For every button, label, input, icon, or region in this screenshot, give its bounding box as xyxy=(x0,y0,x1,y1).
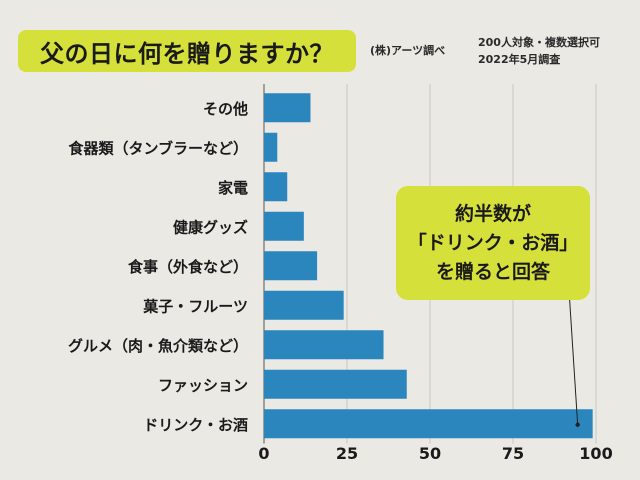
survey-note: 200人対象・複数選択可 2022年5月調査 xyxy=(478,34,600,68)
annotation-callout: 約半数が 「ドリンク・お酒」 を贈ると回答 xyxy=(396,186,590,300)
category-label: グルメ（肉・魚介類など） xyxy=(68,337,248,355)
bar xyxy=(264,132,278,162)
callout-pointer-end-dot xyxy=(575,422,580,427)
chart-title: 父の日に何を贈りますか？ xyxy=(18,30,356,72)
x-tick-label: 75 xyxy=(502,444,524,463)
category-label: ファッション xyxy=(158,376,248,394)
category-label: 菓子・フルーツ xyxy=(142,297,248,315)
bar xyxy=(264,330,384,360)
bar xyxy=(264,369,407,399)
category-label: ドリンク・お酒 xyxy=(143,416,248,434)
bar xyxy=(264,251,318,281)
category-label: その他 xyxy=(203,100,248,118)
annotation-line-2: 「ドリンク・お酒」 xyxy=(407,231,579,254)
x-tick-label: 0 xyxy=(258,444,269,463)
bar xyxy=(264,93,311,123)
category-label: 家電 xyxy=(218,179,248,197)
bar xyxy=(264,172,288,202)
category-label: 食器類（タンブラーなど） xyxy=(68,139,248,157)
category-label: 健康グッズ xyxy=(173,218,248,236)
bar xyxy=(264,211,304,241)
bar xyxy=(264,290,344,320)
x-tick-label: 50 xyxy=(419,444,441,463)
x-tick-label: 100 xyxy=(579,444,612,463)
survey-note-line-2: 2022年5月調査 xyxy=(478,53,561,66)
callout-pointer-line xyxy=(568,289,579,425)
bar xyxy=(264,409,593,439)
survey-note-line-1: 200人対象・複数選択可 xyxy=(478,36,600,49)
source-label: (株)アーツ調べ xyxy=(370,44,446,57)
annotation-line-1: 約半数が xyxy=(454,202,531,225)
x-tick-label: 25 xyxy=(336,444,358,463)
annotation-line-3: を贈ると回答 xyxy=(435,260,550,283)
category-label: 食事（外食など） xyxy=(128,258,248,276)
